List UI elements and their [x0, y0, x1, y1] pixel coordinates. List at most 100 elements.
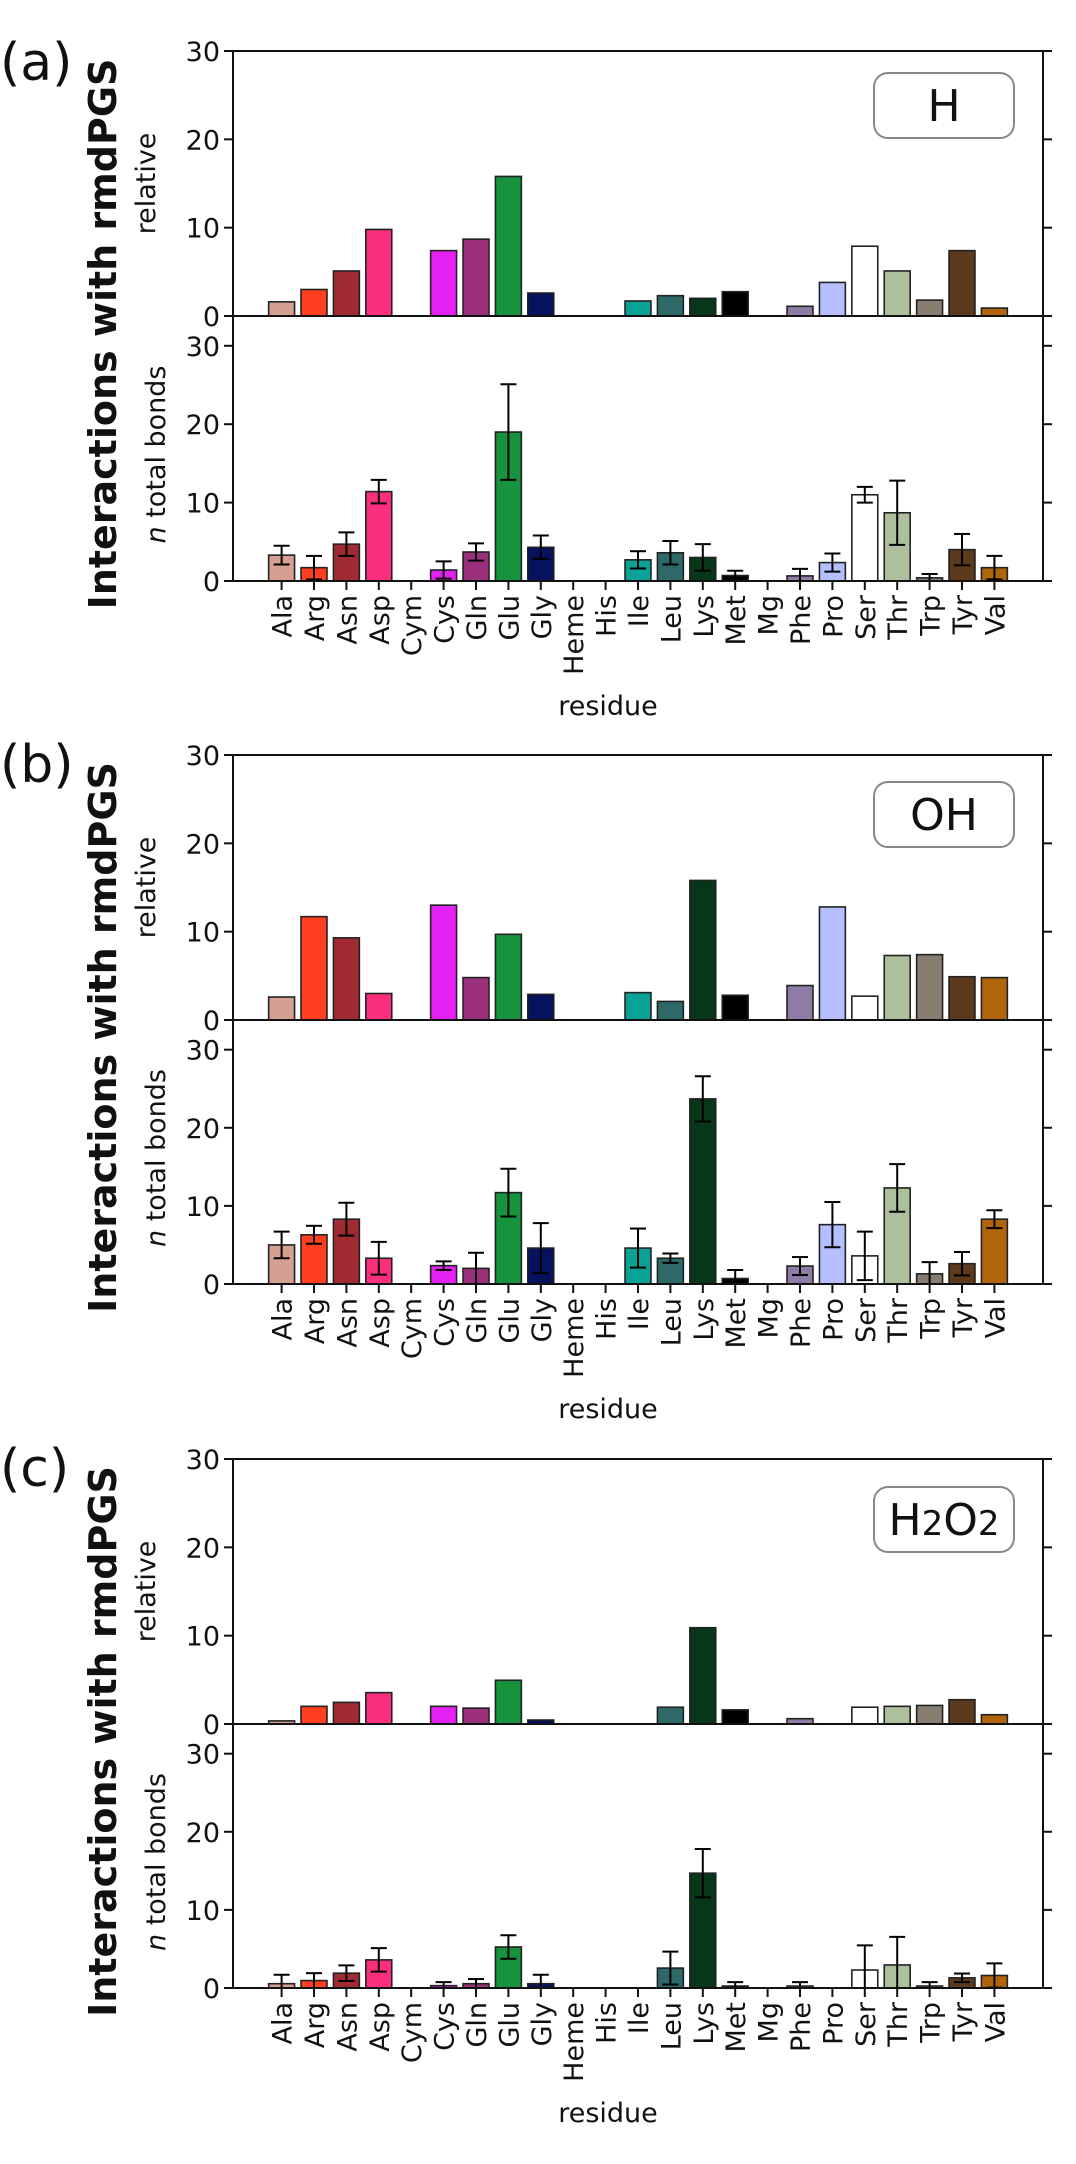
error-bar-lys — [694, 1847, 711, 1899]
lower-y-axis-label-text: total bonds — [141, 1069, 172, 1230]
xtick-label-cys: Cys — [430, 1298, 461, 1347]
upper-ytick-label: 20 — [186, 829, 220, 860]
legend-text-part: H — [927, 81, 960, 132]
legend-species-label: H — [927, 81, 960, 132]
bar-total-ser — [851, 493, 879, 582]
xtick-label-gly: Gly — [527, 2002, 558, 2046]
legend-subscript: 2 — [922, 1504, 944, 1544]
xtick-label-tyr: Tyr — [948, 1297, 979, 1338]
bar-relative-glu — [494, 933, 523, 1021]
error-bar-asp — [370, 478, 387, 505]
bar-relative-ala — [267, 996, 296, 1021]
error-bar-ala — [273, 1230, 290, 1260]
upper-y-axis-label: relative — [131, 837, 162, 939]
lower-bars — [267, 1847, 1009, 1989]
xtick-label-leu: Leu — [656, 1298, 687, 1346]
bar-relative-gln — [462, 238, 490, 317]
bar-relative-ser — [851, 1706, 879, 1725]
bar-relative-met — [721, 1709, 749, 1725]
error-bar-arg — [306, 1224, 322, 1245]
x-axis-label: residue — [558, 691, 658, 722]
xtick-label-val: Val — [980, 1298, 1011, 1338]
bar-relative-lys — [689, 1626, 717, 1725]
lower-y-axis-label: n total bonds — [141, 1069, 172, 1247]
xtick-label-met: Met — [721, 1298, 752, 1349]
xtick-label-glu: Glu — [494, 1298, 525, 1344]
lower-ytick-label: 10 — [186, 1192, 220, 1223]
species-legend: H2O2 — [873, 1486, 1015, 1553]
upper-y-axis-label: relative — [131, 1541, 162, 1643]
xtick-label-cym: Cym — [397, 2002, 428, 2063]
error-bar-gly — [532, 534, 549, 561]
error-bar-lys — [694, 1075, 711, 1123]
error-bar-gln — [468, 542, 484, 562]
bar-relative-phe — [786, 305, 814, 317]
lower-ytick-label: 10 — [186, 489, 220, 520]
xtick-label-ser: Ser — [851, 1297, 882, 1343]
xtick-label-ala: Ala — [268, 595, 299, 638]
xtick-label-ala: Ala — [268, 2002, 299, 2045]
species-legend: H — [873, 72, 1015, 139]
upper-ytick-label: 0 — [203, 1006, 220, 1037]
error-bar-ala — [273, 544, 290, 566]
bar-relative-ser — [851, 995, 879, 1021]
xtick-label-pro: Pro — [818, 1298, 849, 1341]
error-bar-gly — [532, 1222, 549, 1275]
error-bar-tyr — [954, 1972, 970, 1984]
xtick-label-glu: Glu — [494, 2002, 525, 2048]
xtick-label-ser: Ser — [851, 594, 882, 640]
xtick-label-glu: Glu — [494, 595, 525, 641]
bar-relative-glu — [494, 175, 523, 317]
xtick-label-gly: Gly — [527, 595, 558, 639]
xtick-label-trp: Trp — [916, 2002, 947, 2044]
bar-relative-phe — [786, 984, 814, 1021]
lower-ytick-label: 0 — [203, 1974, 220, 2005]
bar-relative-val — [980, 1713, 1009, 1725]
x-axis-label: residue — [558, 2098, 658, 2129]
lower-ytick-label: 30 — [186, 1036, 220, 1067]
legend-text-part: OH — [910, 790, 978, 841]
legend-text-part: O — [943, 1495, 978, 1546]
bar-total-lys — [689, 1098, 717, 1285]
bar-relative-lys — [689, 879, 717, 1021]
species-legend: OH — [873, 781, 1015, 848]
xtick-label-ile: Ile — [624, 2002, 655, 2034]
legend-text-part: H — [888, 1495, 921, 1546]
xtick-label-arg: Arg — [300, 595, 331, 641]
panel-label: (c) — [0, 1439, 69, 1499]
bar-relative-asn — [332, 1701, 361, 1725]
xtick-label-leu: Leu — [656, 2002, 687, 2050]
lower-bars — [267, 383, 1009, 582]
error-bar-thr — [889, 1163, 906, 1213]
bar-relative-ile — [624, 991, 652, 1021]
lower-y-axis-label-n: n — [141, 1934, 172, 1951]
bar-relative-gln — [462, 1707, 490, 1725]
xtick-label-ser: Ser — [851, 2001, 882, 2047]
error-bar-arg — [306, 554, 322, 581]
xtick-label-leu: Leu — [656, 595, 687, 643]
panel-label: (a) — [0, 33, 72, 93]
lower-ytick-label: 10 — [186, 1896, 220, 1927]
xtick-label-mg: Mg — [754, 1298, 785, 1338]
xtick-label-asp: Asp — [365, 1298, 396, 1348]
legend-species-label: H2O2 — [888, 1495, 999, 1546]
bar-relative-cys — [429, 249, 458, 317]
error-bar-glu — [500, 1934, 517, 1960]
error-bar-lys — [694, 543, 711, 572]
upper-bars — [267, 175, 1009, 317]
xtick-label-cym: Cym — [397, 595, 428, 656]
bar-relative-thr — [883, 1705, 911, 1725]
xtick-label-lys: Lys — [689, 1298, 720, 1341]
upper-ytick-label: 20 — [186, 1533, 220, 1564]
error-bar-pro — [824, 1200, 841, 1249]
xtick-label-his: His — [592, 595, 623, 637]
bar-relative-asn — [332, 270, 361, 317]
xtick-label-val: Val — [980, 595, 1011, 635]
bar-relative-glu — [494, 1679, 523, 1725]
xtick-label-asn: Asn — [332, 595, 363, 645]
error-bar-ile — [630, 550, 646, 570]
bar-relative-lys — [689, 297, 717, 317]
lower-y-axis-label: n total bonds — [141, 1773, 172, 1951]
error-bar-pro — [824, 552, 841, 573]
xtick-label-phe: Phe — [786, 595, 817, 645]
